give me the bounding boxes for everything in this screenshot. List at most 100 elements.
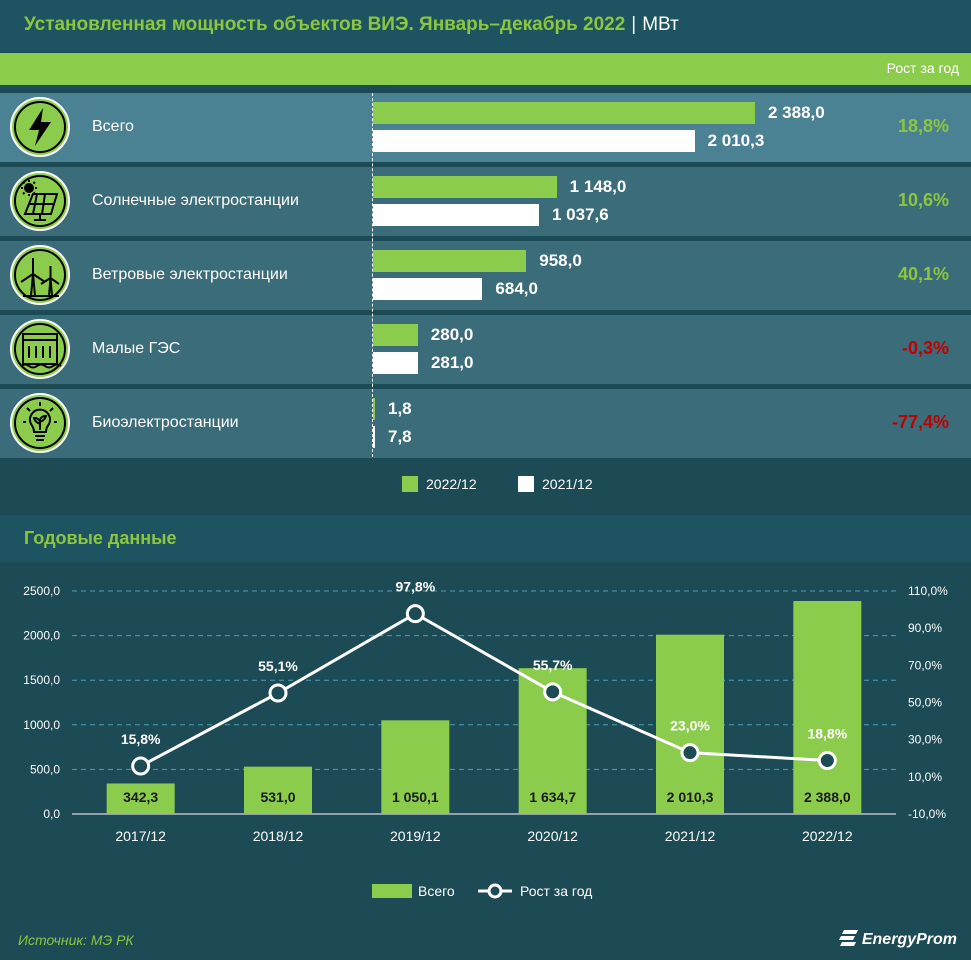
growth-value: 18,8% xyxy=(897,116,949,136)
bar-2021-value-label: 1 037,6 xyxy=(551,205,609,224)
legend-swatch-2021 xyxy=(518,476,534,492)
growth-point-label: 15,8% xyxy=(121,731,161,747)
growth-value: 10,6% xyxy=(897,190,949,210)
annual-title: Годовые данные xyxy=(24,528,177,548)
annual-header-band xyxy=(0,515,971,562)
y-right-tick-label: 110,0% xyxy=(908,584,948,598)
y-right-tick-label: 30,0% xyxy=(908,733,942,747)
unit-label: МВт xyxy=(642,14,679,35)
y-right-tick-label: 90,0% xyxy=(908,621,942,635)
bar-2021 xyxy=(373,426,375,448)
breakdown-row: Малые ГЭС 280,0 281,0 -0,3% xyxy=(0,315,971,384)
growth-point-label: 55,1% xyxy=(258,658,298,674)
solar-panel-icon xyxy=(9,170,71,232)
x-tick-label: 2019/12 xyxy=(390,828,441,844)
growth-value: -0,3% xyxy=(901,338,949,358)
growth-point-label: 55,7% xyxy=(533,657,573,673)
breakdown-row: Солнечные электростанции 1 148,0 1 037,6 10… xyxy=(0,167,971,236)
bar xyxy=(381,720,450,814)
page-title: Установленная мощность объектов ВИЭ. Янв… xyxy=(24,14,679,36)
y-right-tick-label: -10,0% xyxy=(908,807,946,821)
growth-point xyxy=(268,683,288,703)
bar xyxy=(793,600,862,814)
title-separator: | xyxy=(631,14,637,35)
logo-text: EnergyProm xyxy=(861,931,957,948)
growth-point xyxy=(680,743,700,763)
growth-value: -77,4% xyxy=(891,412,949,432)
y-left-tick-label: 0,0 xyxy=(43,807,60,821)
title-text: Установленная мощность объектов ВИЭ. Янв… xyxy=(24,14,626,35)
bar-2022 xyxy=(373,324,418,346)
bar-value-label: 1 050,1 xyxy=(392,789,439,805)
growth-point-label: 18,8% xyxy=(807,725,847,741)
bar-value-label: 2 010,3 xyxy=(667,789,714,805)
growth-point xyxy=(405,604,425,624)
x-tick-label: 2021/12 xyxy=(665,828,716,844)
y-right-tick-label: 50,0% xyxy=(908,696,942,710)
bar xyxy=(244,766,312,814)
bar-2022 xyxy=(373,176,557,198)
bar-value-label: 2 388,0 xyxy=(804,789,851,805)
energyprom-logo-icon xyxy=(838,930,858,946)
legend-label-bars: Всего xyxy=(418,883,455,899)
growth-column-header: Рост за год xyxy=(886,60,959,76)
legend-swatch-bars xyxy=(372,884,412,898)
bar-2022-value-label: 280,0 xyxy=(430,325,474,344)
y-left-tick-label: 2000,0 xyxy=(23,629,60,643)
lightning-icon xyxy=(9,96,71,158)
bio-bulb-icon xyxy=(9,392,71,454)
growth-point xyxy=(543,682,563,702)
source-note: Источник: МЭ РК xyxy=(18,932,134,948)
bar-2022 xyxy=(373,250,527,272)
legend-item-2022: 2022/12 xyxy=(402,476,477,492)
legend-label-2021: 2021/12 xyxy=(542,476,593,492)
bar-2022-value-label: 958,0 xyxy=(539,251,582,270)
bar-2021-value-label: 2 010,3 xyxy=(707,131,765,150)
energyprom-logo: EnergyProm xyxy=(838,928,957,949)
growth-point xyxy=(131,756,151,776)
y-left-tick-label: 2500,0 xyxy=(23,584,60,598)
bar-2021 xyxy=(373,204,539,226)
growth-point-label: 23,0% xyxy=(670,718,710,734)
bar-2021 xyxy=(373,352,418,374)
title-bar xyxy=(0,0,971,52)
bar-2022 xyxy=(373,102,755,124)
bar-value-label: 1 634,7 xyxy=(529,789,576,805)
x-tick-label: 2020/12 xyxy=(527,828,578,844)
y-left-tick-label: 500,0 xyxy=(30,762,60,776)
bar-2021 xyxy=(373,130,695,152)
bar-2022-value-label: 2 388,0 xyxy=(768,103,825,122)
annual-chart: 0,0 500,0 1000,0 1500,0 2000,0 2500,0 -10,0% 10… xyxy=(23,579,948,899)
hydro-dam-icon xyxy=(9,318,71,380)
growth-point-label: 97,8% xyxy=(395,579,435,595)
bar xyxy=(656,634,724,814)
bar-2022-value-label: 1 148,0 xyxy=(569,177,627,196)
legend-item-2021: 2021/12 xyxy=(518,476,593,492)
bar-2021-value-label: 7,8 xyxy=(388,427,412,446)
breakdown-row: Всего 2 388,0 2 010,3 18,8% xyxy=(0,93,971,162)
legend-swatch-2022 xyxy=(402,476,418,492)
x-tick-label: 2022/12 xyxy=(802,828,853,844)
bar-2022 xyxy=(373,398,375,420)
bar-value-label: 342,3 xyxy=(123,789,158,805)
y-right-tick-label: 70,0% xyxy=(908,658,942,672)
bar-2021 xyxy=(373,278,483,300)
breakdown-row: Ветровые электростанции 958,0 684,0 40,1% xyxy=(0,241,971,310)
wind-turbine-icon xyxy=(9,244,71,306)
bar-2021-value-label: 281,0 xyxy=(430,353,474,372)
bar-value-label: 531,0 xyxy=(260,789,295,805)
row-label: Всего xyxy=(92,118,134,135)
y-right-tick-label: 10,0% xyxy=(908,770,942,784)
legend-swatch-marker xyxy=(487,883,503,899)
y-left-tick-label: 1000,0 xyxy=(23,718,60,732)
bar xyxy=(106,783,175,814)
x-tick-label: 2018/12 xyxy=(253,828,304,844)
growth-line xyxy=(139,611,828,768)
bar-2022-value-label: 1,8 xyxy=(388,399,412,418)
bar-2021-value-label: 684,0 xyxy=(495,279,538,298)
y-left-tick-label: 1500,0 xyxy=(23,673,60,687)
legend-label-2022: 2022/12 xyxy=(426,476,477,492)
breakdown-row: Биоэлектростанции 1,8 7,8 -77,4% xyxy=(0,389,971,458)
x-tick-label: 2017/12 xyxy=(115,828,166,844)
